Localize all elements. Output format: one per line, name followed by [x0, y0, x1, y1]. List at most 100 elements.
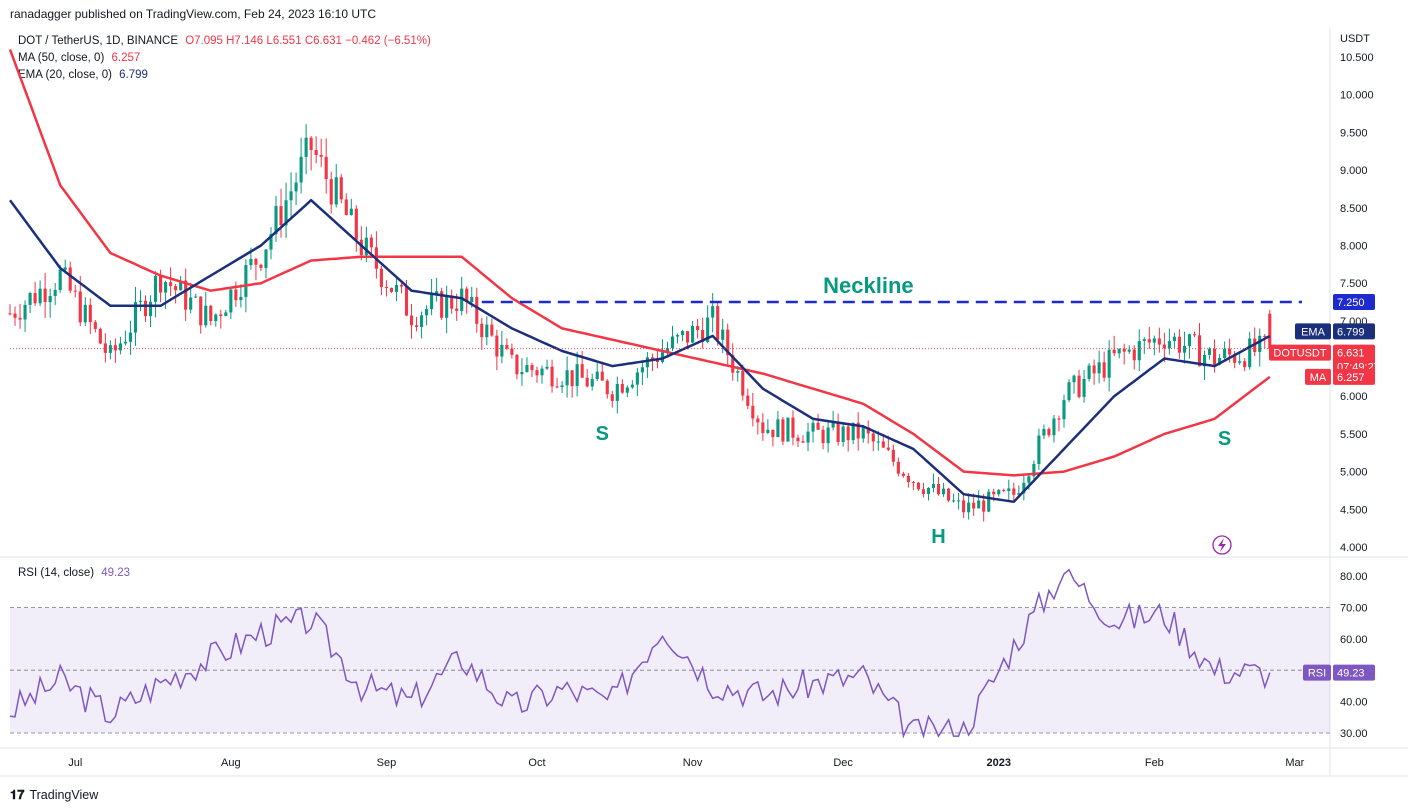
time-tick-label: Aug: [221, 757, 241, 769]
tradingview-logo[interactable]: 𝟏𝟕 TradingView: [10, 787, 98, 803]
candle-body: [470, 296, 474, 303]
candle-body: [169, 282, 173, 287]
candle-body: [846, 426, 850, 441]
candle-body: [1152, 338, 1156, 343]
candle-body: [811, 422, 815, 432]
symbol-side-tag-bg: [1269, 344, 1331, 361]
candle-body: [535, 370, 539, 376]
candle-body: [28, 293, 32, 305]
candle-body: [174, 286, 178, 291]
candle-body: [640, 367, 644, 373]
candle-body: [525, 365, 529, 373]
ma-price-tag: 6.257: [1337, 372, 1365, 384]
candle-body: [179, 280, 183, 291]
price-tick-label: 9.500: [1340, 127, 1368, 139]
candle-body: [1097, 362, 1101, 374]
candle-body: [324, 156, 328, 180]
candle-body: [756, 418, 760, 423]
candle-body: [1182, 345, 1187, 353]
candle-body: [736, 371, 740, 373]
candle-body: [540, 368, 544, 376]
candle-body: [440, 291, 444, 318]
brand-name: TradingView: [29, 788, 99, 802]
price-tick-label: 10.500: [1340, 52, 1374, 64]
time-tick-label: Feb: [1145, 757, 1164, 769]
price-tick-label: 6.000: [1340, 391, 1368, 403]
symbol-side-tag: DOTUSDT: [1273, 348, 1326, 360]
candle-body: [1047, 428, 1051, 436]
rsi-value: 49.23: [101, 567, 131, 579]
candle-body: [450, 295, 454, 309]
price-tick-label: 4.500: [1340, 504, 1368, 516]
candle-body: [906, 475, 910, 483]
candle-body: [701, 329, 705, 343]
candle-body: [851, 422, 855, 441]
rsi-side-tag: RSI: [1308, 668, 1326, 680]
candle-body: [936, 483, 941, 495]
ema-legend[interactable]: EMA (20, close, 0) 6.799: [18, 69, 148, 81]
candle-body: [1137, 340, 1141, 361]
candle-body: [1177, 336, 1181, 353]
candle-body: [1187, 334, 1192, 346]
lightning-icon-ring: [1212, 535, 1232, 555]
candle-body: [43, 288, 47, 303]
candle-body: [746, 395, 750, 406]
neckline-price-tag: 7.250: [1337, 297, 1365, 309]
candle-body: [1263, 335, 1267, 338]
candle-body: [13, 313, 17, 318]
candle-body: [128, 332, 133, 342]
candle-body: [816, 422, 820, 430]
candle-body: [1062, 400, 1066, 420]
symbol-name[interactable]: DOT / TetherUS, 1D, BINANCE: [18, 35, 178, 47]
currency-unit: USDT: [1340, 33, 1370, 45]
candle-body: [8, 313, 12, 315]
last-price-tag: 6.631: [1337, 348, 1365, 360]
candle-body: [610, 394, 614, 401]
time-tick-label: Jul: [68, 757, 82, 769]
candle-body: [625, 387, 629, 393]
candle-body: [987, 491, 991, 512]
candle-body: [1107, 349, 1111, 378]
candle-body: [1117, 348, 1121, 354]
candle-body: [1057, 418, 1061, 420]
ema-price-tag: 6.799: [1337, 326, 1365, 338]
candle-body: [224, 312, 228, 317]
candle-body: [680, 331, 685, 336]
candle-body: [560, 385, 564, 388]
price-tick-label: 7.500: [1340, 278, 1368, 290]
rsi-legend[interactable]: RSI (14, close) 49.23: [18, 567, 130, 579]
price-tick-label: 5.500: [1340, 429, 1368, 441]
price-tick-label: 8.500: [1340, 203, 1368, 215]
candle-body: [1102, 362, 1106, 378]
candle-body: [620, 384, 624, 393]
ma-legend[interactable]: MA (50, close, 0) 6.257: [18, 52, 140, 64]
candle-body: [1112, 349, 1116, 354]
candle-body: [741, 371, 745, 396]
candle-body: [595, 371, 599, 380]
candle-body: [219, 314, 223, 317]
time-tick-label: Nov: [683, 757, 703, 769]
candle-body: [1077, 375, 1081, 397]
candle-body: [299, 156, 303, 183]
candle-body: [635, 372, 639, 385]
candle-body: [460, 288, 464, 311]
rsi-tick-label: 40.00: [1340, 697, 1368, 709]
candle-body: [716, 306, 720, 340]
candle-body: [259, 264, 263, 268]
rsi-tick-label: 70.00: [1340, 602, 1368, 614]
close-value: C6.631: [304, 35, 342, 47]
ema-label: EMA (20, close, 0): [18, 69, 112, 81]
candle-body: [475, 296, 479, 324]
lightning-icon[interactable]: [1212, 535, 1232, 555]
candle-body: [1007, 488, 1011, 491]
candle-body: [691, 325, 695, 343]
shoulder-label: S: [1218, 428, 1231, 450]
candle-body: [941, 488, 946, 495]
candle-body: [445, 295, 449, 318]
candle-body: [650, 357, 654, 360]
candle-body: [68, 267, 72, 291]
candle-body: [138, 300, 143, 303]
candle-body: [706, 317, 710, 343]
candle-body: [1017, 493, 1021, 495]
